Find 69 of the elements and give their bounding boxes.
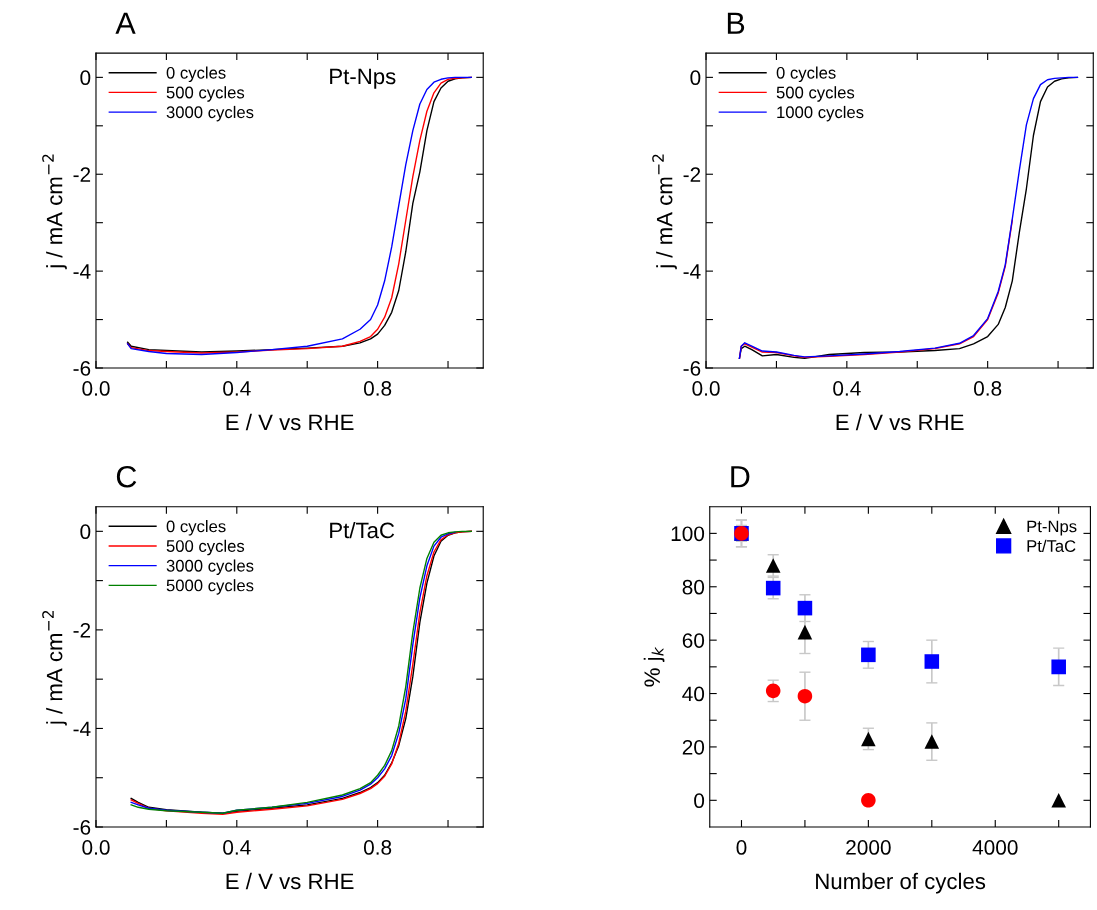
y-tick-label: 20 [682,739,705,755]
legend-label: 500 cycles [776,86,855,102]
point [924,734,940,749]
legend-label: 500 cycles [166,539,245,556]
x-tick-label: 0.4 [223,381,251,396]
legend-label: 0 cycles [776,66,836,83]
y-tick-label: 0 [690,70,701,86]
x-axis-title: E / V vs RHE [226,413,354,431]
x-tick-label: 0.8 [363,381,392,396]
x-tick-label: 0.0 [82,840,110,855]
y-axis-title: % j$_{k}$ [643,646,665,687]
y-tick-label: 0 [80,524,91,540]
point [1051,659,1066,675]
legend-label: Pt/TaC [1027,539,1076,552]
chart-title: B [727,12,745,34]
y-tick-label: 80 [682,579,705,595]
x-axis-title: E / V vs RHE [226,872,354,890]
point [765,558,781,573]
point [765,683,781,699]
point [797,600,813,616]
annotation: Pt-Nps [330,68,396,89]
legend-label: Pt-Nps [1027,520,1077,536]
legend-label: 3000 cycles [166,105,254,122]
x-tick-label: 0.8 [363,840,392,855]
legend-label: 500 cycles [166,86,245,102]
legend-label: 3000 cycles [166,559,254,575]
x-tick-label: 0.0 [692,381,720,396]
y-axis-title: j / mA cm$^{−2}$ [652,154,677,270]
y-tick-label: -2 [683,167,701,182]
y-tick-label: -6 [73,820,91,835]
y-tick-label: -2 [73,622,91,638]
x-axis-title: E / V vs RHE [836,413,964,431]
legend-label: 1000 cycles [777,105,864,122]
y-tick-label: 40 [682,686,705,702]
chart-title: A [115,12,136,34]
x-tick-label: 2000 [846,840,891,855]
y-axis-title: j / mA cm$^{−2}$ [42,610,67,726]
point [1051,793,1066,808]
x-tick-label: 0.4 [223,840,251,855]
legend-label: 0 cycles [166,520,226,536]
point [861,647,876,663]
y-tick-label: -6 [73,361,91,376]
x-tick-label: 0.0 [82,381,110,396]
y-tick-label: 0 [80,70,91,86]
chart-title: D [731,466,750,488]
x-axis-title: Number of cycles [816,872,986,894]
point [924,654,940,669]
y-tick-label: -4 [73,264,91,279]
y-tick-label: 0 [694,793,705,809]
x-tick-label: 0.4 [833,381,861,396]
y-tick-label: 60 [682,633,705,648]
point [765,580,781,596]
y-tick-label: -4 [73,721,91,736]
x-tick-label: 4000 [972,840,1018,855]
legend-label: 0 cycles [166,66,226,83]
point [861,731,876,747]
y-tick-label: -4 [683,264,701,279]
y-tick-label: -2 [73,167,91,182]
y-axis-title: j / mA cm$^{−2}$ [42,154,67,270]
x-tick-label: 0 [736,840,747,855]
y-tick-label: 100 [671,526,705,542]
legend-label: 5000 cycles [166,579,254,595]
point [797,688,813,704]
point [797,624,813,640]
point [861,793,876,808]
chart-title: C [116,465,137,488]
x-tick-label: 0.8 [973,381,1002,396]
y-tick-label: -6 [683,361,701,376]
annotation: Pt/TaC [330,521,395,539]
